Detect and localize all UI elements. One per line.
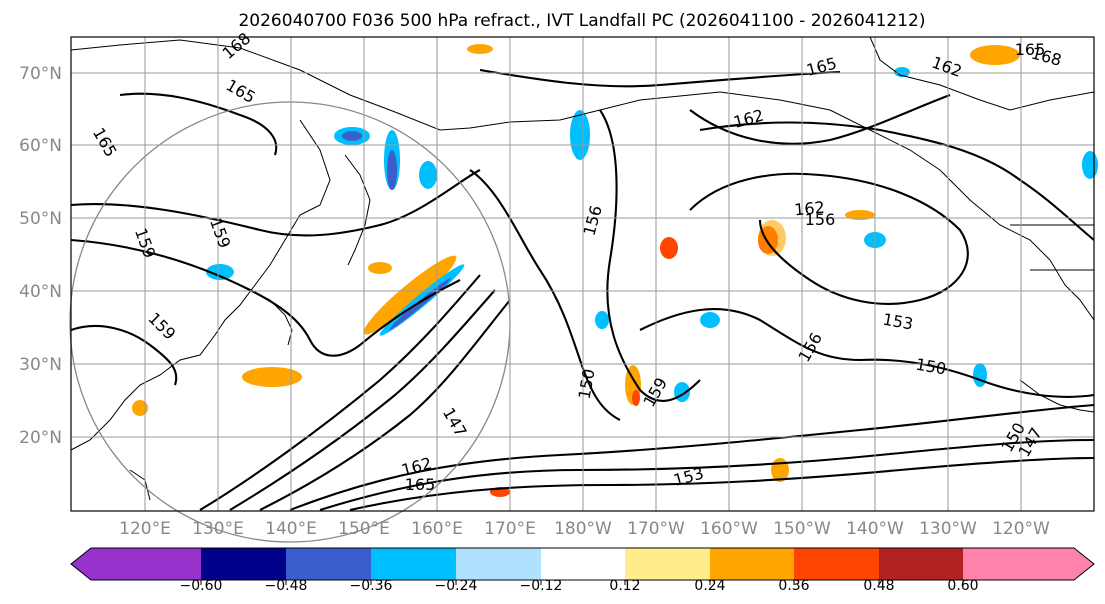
colorbar-segment: [286, 548, 371, 580]
lat-label: 20°N: [19, 428, 62, 448]
lon-label: 140°W: [846, 519, 904, 539]
coastline: [1019, 379, 1095, 413]
shade-negative: [570, 110, 590, 160]
coastline: [70, 119, 331, 451]
colorbar-segment: [541, 548, 625, 580]
contour-line: [229, 289, 496, 511]
lat-label: 70°N: [19, 64, 62, 84]
colorbar-segment: [201, 548, 286, 580]
coastline: [344, 154, 371, 266]
lon-label: 140°E: [265, 519, 317, 539]
colorbar-segment: [625, 548, 710, 580]
lon-label: 150°E: [338, 519, 390, 539]
contour-line: [699, 121, 1095, 241]
lon-label: 150°W: [773, 519, 831, 539]
colorbar-tick-label: 0.36: [778, 578, 809, 594]
contour-label: 156: [805, 210, 836, 229]
lon-label: 170°E: [484, 519, 536, 539]
contour-line: [599, 109, 701, 402]
shade-negative: [595, 311, 609, 329]
contour-label: 165: [1015, 40, 1046, 59]
lon-label: 160°W: [700, 519, 758, 539]
shade-negative: [973, 363, 987, 387]
contour-line: [479, 68, 841, 88]
contour-line: [469, 169, 621, 421]
colorbar-segment: [456, 548, 541, 580]
contour-label: 165: [405, 475, 436, 494]
graticule: [71, 37, 1094, 511]
contour-line: [319, 438, 1095, 512]
colorbar: −0.60 −0.48 −0.36 −0.24 −0.12 0.12 0.24 0.36 0.4…: [70, 547, 1095, 594]
colorbar-segment: [963, 548, 1094, 580]
colorbar-tick-label: −0.12: [520, 578, 563, 594]
colorbar-tick-label: −0.36: [350, 578, 393, 594]
colorbar-tick-label: −0.48: [265, 578, 308, 594]
colorbar-tick-label: 0.24: [694, 578, 725, 594]
lat-label: 50°N: [19, 209, 62, 229]
contour-line: [689, 172, 969, 305]
colorbar-tick-label: 0.48: [863, 578, 894, 594]
contour-line: [639, 308, 1095, 398]
contour-line: [689, 94, 951, 145]
lat-label: 30°N: [19, 355, 62, 375]
colorbar-segment: [794, 548, 879, 580]
colorbar-tick-label: 0.60: [947, 578, 978, 594]
lon-label: 130°W: [919, 519, 977, 539]
lat-label: 40°N: [19, 282, 62, 302]
map-frame: [70, 36, 1095, 512]
coastline: [869, 36, 1095, 111]
shade-negative-strong: [387, 150, 397, 190]
shade-negative: [1082, 151, 1098, 179]
shade-negative: [894, 67, 910, 77]
contour-line: [289, 403, 1095, 511]
shade-positive: [970, 45, 1020, 65]
shade-negative: [419, 161, 437, 189]
colorbar-segment: [371, 548, 456, 580]
shade-positive-strong: [632, 390, 640, 406]
contour-lines: [70, 68, 1095, 512]
colorbar-outline: [70, 547, 1095, 581]
latitude-labels: 70°N 60°N 50°N 40°N 30°N 20°N: [19, 64, 62, 448]
lon-label: 120°E: [119, 519, 171, 539]
contour-line: [259, 299, 511, 511]
shade-negative: [700, 312, 720, 328]
coastline: [70, 39, 721, 131]
shade-negative: [206, 264, 234, 280]
shade-positive: [368, 262, 392, 274]
colorbar-tick-label: −0.24: [435, 578, 478, 594]
longitude-labels: 120°E 130°E 140°E 150°E 160°E 170°E 180°W 170°W…: [119, 519, 1050, 539]
colorbar-tick-label: −0.60: [180, 578, 223, 594]
colorbar-segment: [879, 548, 963, 580]
shade-positive: [467, 44, 493, 54]
colorbar-segment: [71, 548, 201, 580]
shade-positive: [132, 400, 148, 416]
contour-line: [199, 274, 481, 511]
figure-title: 2026040700 F036 500 hPa refract., IVT La…: [238, 11, 925, 31]
lon-label: 120°W: [992, 519, 1050, 539]
lat-label: 60°N: [19, 136, 62, 156]
coastline: [719, 91, 1095, 321]
contour-line: [119, 92, 278, 156]
shade-positive: [758, 220, 786, 256]
contour-line: [70, 324, 178, 386]
lon-label: 180°W: [554, 519, 612, 539]
shade-positive: [242, 367, 302, 387]
contour-line: [70, 169, 481, 237]
lon-label: 130°E: [192, 519, 244, 539]
lon-label: 170°W: [627, 519, 685, 539]
shade-negative-strong: [342, 131, 362, 141]
lon-label: 160°E: [411, 519, 463, 539]
colorbar-tick-label: 0.12: [609, 578, 640, 594]
shade-positive: [363, 255, 457, 335]
contour-label: 162: [793, 198, 825, 220]
colorbar-segment: [710, 548, 794, 580]
shade-positive-strong: [660, 237, 678, 259]
contour-line: [349, 456, 1095, 512]
contour-line: [70, 238, 461, 357]
